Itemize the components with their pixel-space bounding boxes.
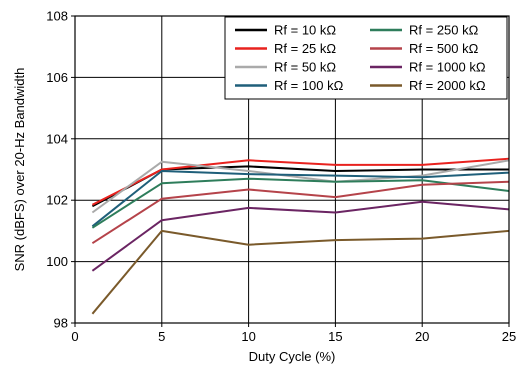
series-line bbox=[91, 170, 510, 228]
x-tick-label: 20 bbox=[415, 329, 429, 344]
plot-frame bbox=[74, 15, 510, 324]
y-tick-label: 108 bbox=[46, 9, 68, 24]
y-tick-label: 98 bbox=[54, 316, 68, 331]
series-line bbox=[91, 200, 510, 272]
legend-label: Rf = 50 kΩ bbox=[274, 60, 336, 75]
legend-label: Rf = 500 kΩ bbox=[409, 41, 479, 56]
x-tick-label: 10 bbox=[241, 329, 255, 344]
series-line bbox=[91, 177, 510, 229]
series-line bbox=[91, 180, 510, 245]
x-tick-label: 15 bbox=[328, 329, 342, 344]
x-tick-label: 0 bbox=[71, 329, 78, 344]
legend-label: Rf = 250 kΩ bbox=[409, 23, 479, 38]
legend-label: Rf = 100 kΩ bbox=[274, 78, 344, 93]
legend-box bbox=[224, 16, 508, 100]
axis-ticks: 0 5 10 15 20 25 98 100 102 104 106 108 bbox=[46, 9, 516, 345]
legend-label: Rf = 25 kΩ bbox=[274, 41, 336, 56]
x-axis-title: Duty Cycle (%) bbox=[249, 349, 336, 364]
y-tick-label: 104 bbox=[46, 131, 68, 146]
x-tick-label: 25 bbox=[502, 329, 516, 344]
series-line bbox=[91, 159, 510, 214]
y-tick-label: 102 bbox=[46, 193, 68, 208]
legend-label: Rf = 10 kΩ bbox=[274, 23, 336, 38]
series-line bbox=[91, 157, 510, 206]
x-tick-label: 5 bbox=[158, 329, 165, 344]
series-lines bbox=[91, 157, 510, 315]
y-tick-label: 100 bbox=[46, 254, 68, 269]
y-axis-title: SNR (dBFS) over 20-Hz Bandwidth bbox=[12, 68, 27, 272]
series-line bbox=[91, 229, 510, 315]
legend-label: Rf = 1000 kΩ bbox=[409, 60, 486, 75]
y-tick-label: 106 bbox=[46, 70, 68, 85]
legend: Rf = 10 kΩ Rf = 25 kΩ Rf = 50 kΩ Rf = 100 k… bbox=[224, 16, 508, 100]
legend-label: Rf = 2000 kΩ bbox=[409, 78, 486, 93]
